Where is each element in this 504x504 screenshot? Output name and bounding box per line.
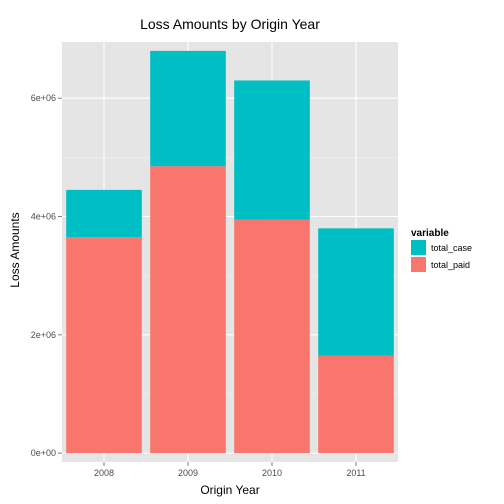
y-tick-label: 2e+06 bbox=[31, 330, 56, 340]
y-axis: 0e+00 2e+06 4e+06 6e+06 bbox=[31, 93, 62, 458]
legend-title: variable bbox=[411, 228, 449, 239]
bar-total_paid-2009 bbox=[150, 166, 226, 454]
legend-label: total_paid bbox=[431, 260, 470, 270]
bar-total_paid-2010 bbox=[234, 219, 310, 454]
legend: variable total_case total_paid bbox=[410, 228, 472, 273]
chart-title: Loss Amounts by Origin Year bbox=[140, 16, 320, 32]
x-tick-label: 2010 bbox=[262, 468, 282, 478]
bar-total_paid-2011 bbox=[318, 355, 394, 454]
bars bbox=[66, 50, 394, 454]
x-tick-label: 2011 bbox=[346, 468, 365, 478]
bar-total_case-2010 bbox=[234, 80, 310, 220]
bar-total_case-2008 bbox=[66, 189, 142, 238]
y-tick-label: 6e+06 bbox=[31, 93, 56, 103]
legend-swatch-total_paid bbox=[410, 256, 427, 273]
bar-total_case-2011 bbox=[318, 228, 394, 356]
legend-label: total_case bbox=[431, 243, 472, 253]
y-axis-title: Loss Amounts bbox=[8, 212, 22, 287]
legend-swatch-total_case bbox=[410, 239, 427, 256]
bar-total_paid-2008 bbox=[66, 237, 142, 454]
x-axis: 2008 2009 2010 2011 bbox=[94, 462, 366, 478]
bar-total_case-2009 bbox=[150, 50, 226, 167]
x-axis-title: Origin Year bbox=[200, 483, 259, 497]
y-tick-label: 0e+00 bbox=[31, 448, 56, 458]
x-tick-label: 2009 bbox=[178, 468, 198, 478]
y-tick-label: 4e+06 bbox=[31, 212, 56, 222]
x-tick-label: 2008 bbox=[94, 468, 114, 478]
